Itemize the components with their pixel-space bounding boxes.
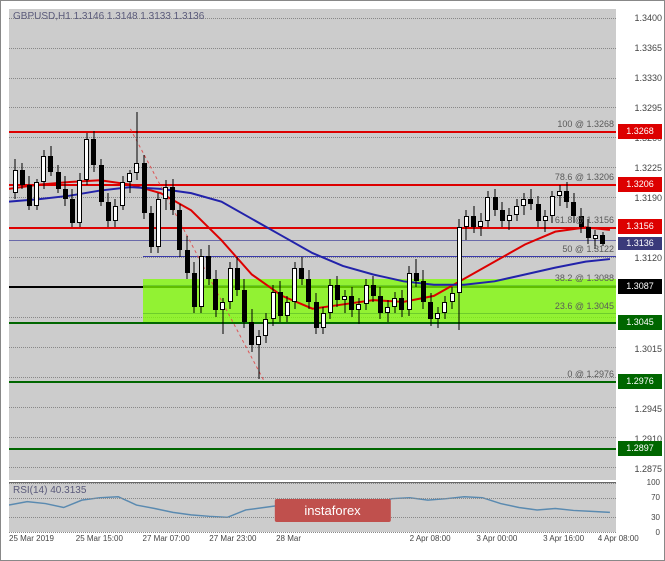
x-axis: 25 Mar 201925 Mar 15:0027 Mar 07:0027 Ma… — [9, 534, 616, 552]
chart-title: GBPUSD,H1 1.3146 1.3148 1.3133 1.3136 — [13, 11, 204, 22]
chart-container: GBPUSD,H1 1.3146 1.3148 1.3133 1.3136 1.… — [0, 0, 665, 561]
rsi-title: RSI(14) 40.3135 — [13, 485, 86, 496]
watermark: instaforex — [274, 499, 390, 522]
price-plot-area[interactable]: GBPUSD,H1 1.3146 1.3148 1.3133 1.3136 1.… — [9, 9, 616, 480]
current-price-flag: 1.3136 — [618, 237, 662, 250]
